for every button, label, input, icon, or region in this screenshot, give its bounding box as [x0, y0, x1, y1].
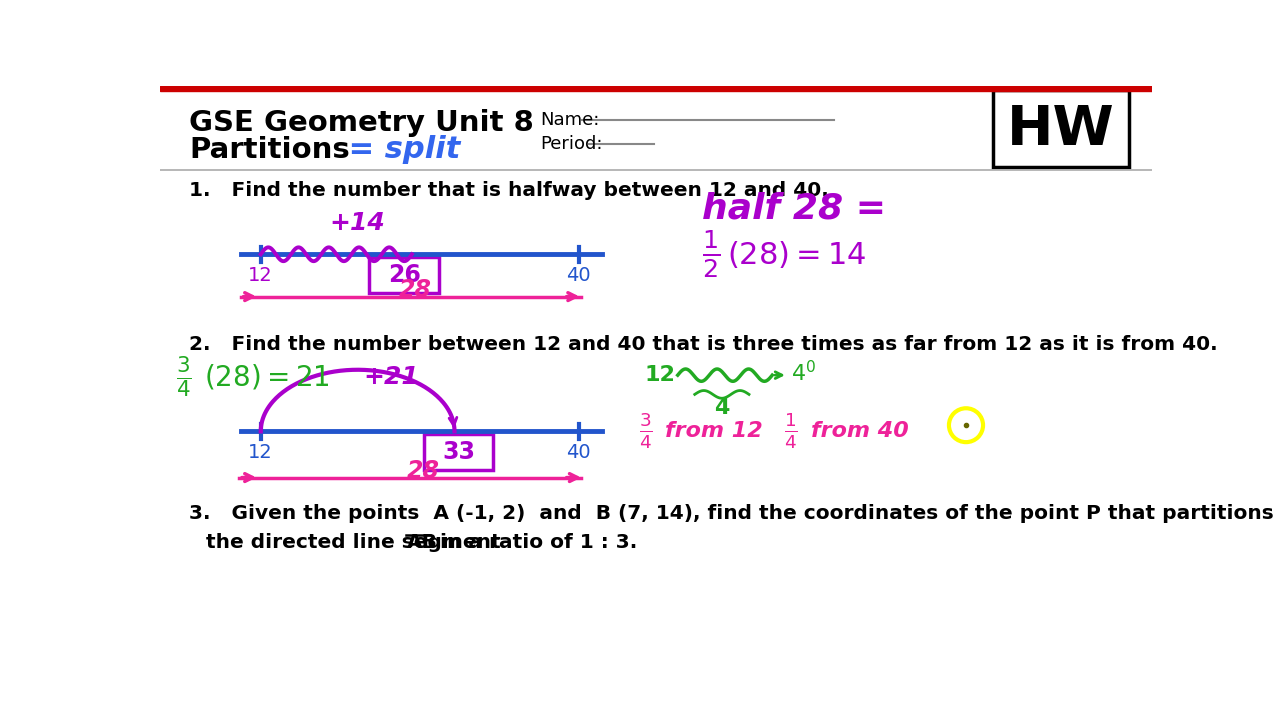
Text: 12: 12 — [644, 365, 676, 385]
Text: AB: AB — [407, 533, 438, 552]
Text: +14: +14 — [329, 212, 385, 235]
Text: GSE Geometry Unit 8: GSE Geometry Unit 8 — [189, 109, 534, 137]
Text: 28: 28 — [407, 459, 440, 483]
Text: 12: 12 — [248, 266, 273, 285]
Text: $\frac{3}{4}$: $\frac{3}{4}$ — [175, 355, 191, 400]
Text: 2.   Find the number between 12 and 40 that is three times as far from 12 as it : 2. Find the number between 12 and 40 tha… — [189, 335, 1219, 354]
Text: $(28) = 21$: $(28) = 21$ — [205, 363, 330, 392]
Text: 12: 12 — [248, 444, 273, 462]
Bar — [993, 90, 1129, 167]
Text: Partitions: Partitions — [189, 135, 351, 163]
Text: $\frac{1}{4}$: $\frac{1}{4}$ — [783, 411, 797, 451]
Text: $\frac{3}{4}$: $\frac{3}{4}$ — [639, 411, 653, 451]
Bar — [369, 257, 439, 293]
Text: $(28) = 14$: $(28) = 14$ — [727, 239, 867, 270]
Bar — [424, 434, 493, 470]
Text: the directed line segment: the directed line segment — [206, 533, 508, 552]
Text: 40: 40 — [566, 444, 591, 462]
Text: from 40: from 40 — [812, 421, 909, 441]
Text: 3.   Given the points  A (-1, 2)  and  B (7, 14), find the coordinates of the po: 3. Given the points A (-1, 2) and B (7, … — [189, 504, 1274, 523]
Text: 40: 40 — [566, 266, 591, 285]
Text: HW: HW — [1006, 103, 1115, 157]
Text: 26: 26 — [388, 263, 421, 287]
Text: $\frac{1}{2}$: $\frac{1}{2}$ — [703, 228, 721, 280]
Text: 33: 33 — [442, 440, 475, 464]
Text: 4: 4 — [714, 398, 730, 418]
Bar — [160, 86, 1152, 91]
Text: $4^0$: $4^0$ — [791, 360, 815, 385]
Text: from 12: from 12 — [666, 421, 763, 441]
Text: +21: +21 — [364, 366, 419, 390]
Text: Name:: Name: — [540, 110, 599, 128]
Text: 28: 28 — [399, 279, 433, 302]
Text: Period:: Period: — [540, 135, 603, 153]
Text: half 28 =: half 28 = — [703, 191, 887, 225]
Text: 1.   Find the number that is halfway between 12 and 40.: 1. Find the number that is halfway betwe… — [189, 181, 829, 200]
Text: = split: = split — [338, 135, 461, 164]
Text: in a ratio of 1 : 3.: in a ratio of 1 : 3. — [433, 533, 637, 552]
